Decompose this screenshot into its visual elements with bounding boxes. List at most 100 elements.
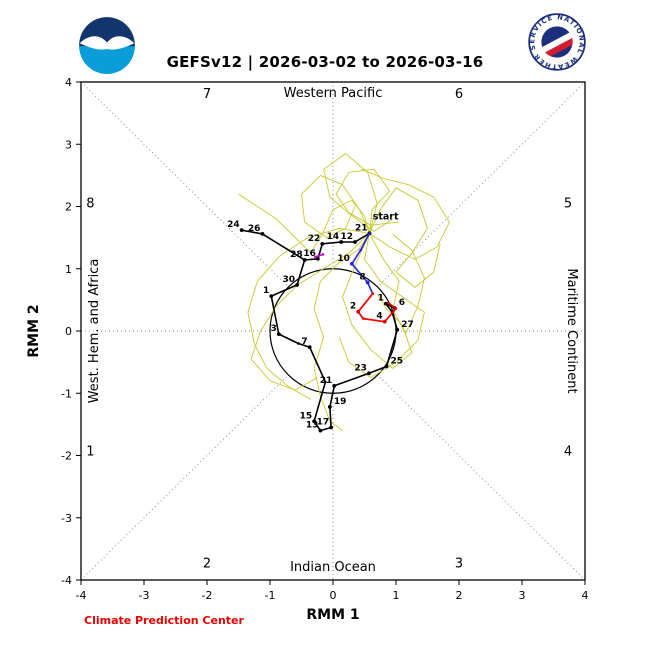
day-label: 13 [306, 421, 319, 431]
observed-point [329, 425, 334, 430]
ensemble-member-line [338, 233, 425, 379]
day-label: 25 [391, 356, 404, 366]
day-label: 16 [303, 249, 316, 259]
recent-blue-point [368, 231, 371, 235]
marker-magenta-point [321, 253, 325, 256]
x-tick-label: -3 [139, 589, 150, 602]
observed-point [384, 364, 389, 369]
ensemble-member-line [335, 168, 400, 234]
day-label: 14 [327, 232, 340, 242]
credit-text: Climate Prediction Center [84, 614, 244, 627]
y-tick-label: -2 [61, 450, 72, 463]
y-tick-label: 1 [65, 263, 72, 276]
ensemble-member-line [369, 187, 441, 288]
observed-point [353, 240, 357, 244]
recent-blue-point [350, 261, 354, 266]
x-tick-label: 2 [456, 589, 463, 602]
ensemble-member-line [238, 193, 370, 254]
day-label: 4 [376, 312, 382, 322]
ensemble-member-line [301, 174, 370, 239]
day-label: 21 [320, 376, 333, 386]
day-label: 1 [263, 286, 269, 296]
forecast-red-point [356, 309, 361, 314]
x-tick-label: 0 [330, 589, 337, 602]
day-label: 23 [354, 363, 367, 373]
y-tick-label: 4 [65, 76, 72, 89]
noaa-logo [79, 17, 135, 74]
unit-circle [269, 268, 397, 394]
observed-point [315, 256, 320, 261]
observed-point [295, 283, 299, 287]
recent-blue-point [359, 248, 363, 252]
observed-point [239, 228, 244, 233]
chart-title: GEFSv12 | 2026-03-02 to 2026-03-16 [166, 53, 484, 71]
day-label: 12 [341, 232, 354, 242]
x-tick-label: -2 [202, 589, 213, 602]
forecast-red-point [394, 307, 398, 310]
x-tick-label: 1 [393, 589, 400, 602]
phase-label: 2 [203, 556, 211, 571]
day-label: 28 [290, 250, 303, 260]
x-tick-label: 3 [519, 589, 526, 602]
x-tick-label: 4 [582, 589, 589, 602]
observed-point [297, 342, 300, 345]
noaa-seagull-icon [79, 36, 135, 50]
marker-magenta-line [315, 253, 324, 258]
ensemble-member-line [369, 233, 425, 335]
day-label: 15 [300, 411, 313, 421]
day-label: 10 [337, 254, 350, 264]
observed-point [318, 428, 323, 433]
observed-point [312, 419, 316, 424]
day-label: 2 [350, 302, 356, 312]
y-tick-label: -3 [61, 512, 72, 525]
region-label-top: Western Pacific [284, 86, 383, 101]
y-tick-label: 0 [65, 325, 72, 338]
ensemble-member-line [361, 168, 450, 260]
day-label: 21 [355, 223, 368, 233]
phase-label: 3 [455, 556, 463, 571]
phase-label: 5 [564, 197, 572, 212]
region-label-right: Maritime Continent [564, 268, 579, 393]
observed-line [241, 229, 399, 432]
day-label: 27 [401, 320, 414, 330]
x-tick-label: -1 [265, 589, 276, 602]
observed-line [304, 232, 370, 261]
forecast-red-point [387, 301, 390, 305]
noaa-logo-sea [79, 46, 135, 74]
observed-point [320, 241, 325, 246]
ensemble-member-line [250, 232, 370, 391]
forecast-red-point [382, 319, 387, 324]
recent-blue-point [365, 280, 370, 285]
observed-point [260, 231, 265, 236]
phase-label: 8 [86, 197, 94, 212]
ensemble-member-line [313, 233, 370, 431]
day-label: 26 [248, 224, 261, 234]
y-axis-title: RMM 2 [26, 304, 42, 357]
day-label: 19 [334, 397, 347, 407]
day-label: 8 [359, 272, 365, 282]
observed-point [332, 383, 337, 388]
day-label: 17 [317, 417, 330, 427]
observed-point [307, 345, 312, 350]
y-tick-label: -1 [61, 387, 72, 400]
day-label: 6 [399, 298, 405, 308]
phase-label: 4 [564, 444, 572, 459]
day-label: 7 [301, 337, 307, 347]
nws-logo: NATIONAL WEATHER SERVICE [528, 13, 586, 71]
marker-magenta-point [314, 255, 317, 259]
y-tick-label: 3 [65, 138, 72, 151]
observed-point [327, 405, 332, 409]
day-label: 30 [283, 275, 296, 285]
observed-point [367, 371, 371, 376]
observed-point [395, 327, 400, 332]
observed-point [384, 301, 388, 306]
phase-label: 1 [86, 444, 94, 459]
ensemble-member-line [247, 227, 370, 400]
day-label: 22 [308, 234, 321, 244]
start-label: start [373, 212, 399, 223]
day-label: 1 [378, 294, 384, 304]
region-label-bottom: Indian Ocean [290, 560, 376, 575]
y-tick-label: -4 [61, 574, 72, 587]
